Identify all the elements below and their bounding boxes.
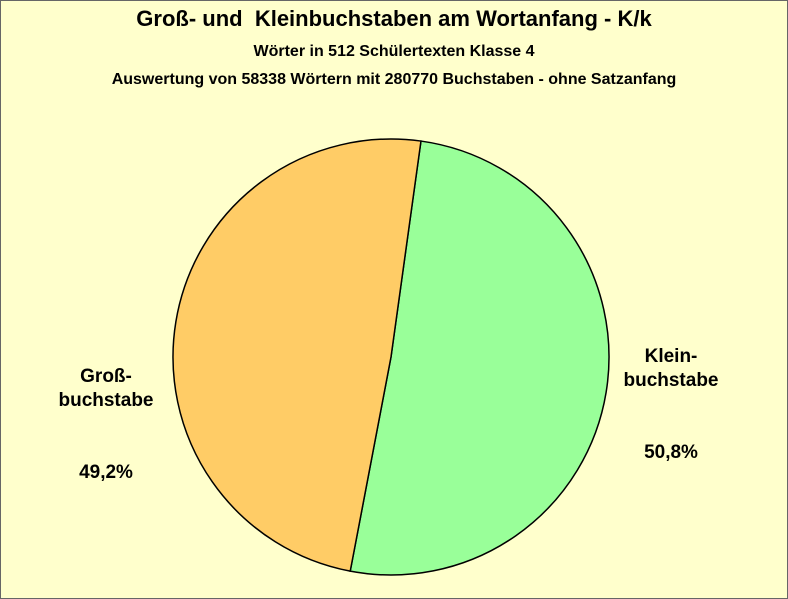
- slice-label-gross-name: Groß- buchstabe: [58, 366, 154, 411]
- slice-label-klein: Klein- buchstabe 50,8%: [616, 297, 726, 513]
- slice-label-gross-value: 49,2%: [79, 462, 133, 483]
- chart-subtitle: Wörter in 512 Schülertexten Klasse 4: [253, 43, 535, 60]
- pie-slice-1: [172, 138, 422, 573]
- slice-label-klein-value: 50,8%: [644, 442, 698, 463]
- chart-title: Groß- und Kleinbuchstaben am Wortanfang …: [136, 6, 652, 31]
- chart-subtitle-2: Auswertung von 58338 Wörtern mit 280770 …: [111, 71, 677, 88]
- pie-slice-0: [349, 140, 610, 576]
- slice-label-gross: Groß- buchstabe 49,2%: [51, 317, 161, 533]
- slice-label-klein-name: Klein- buchstabe: [623, 346, 719, 391]
